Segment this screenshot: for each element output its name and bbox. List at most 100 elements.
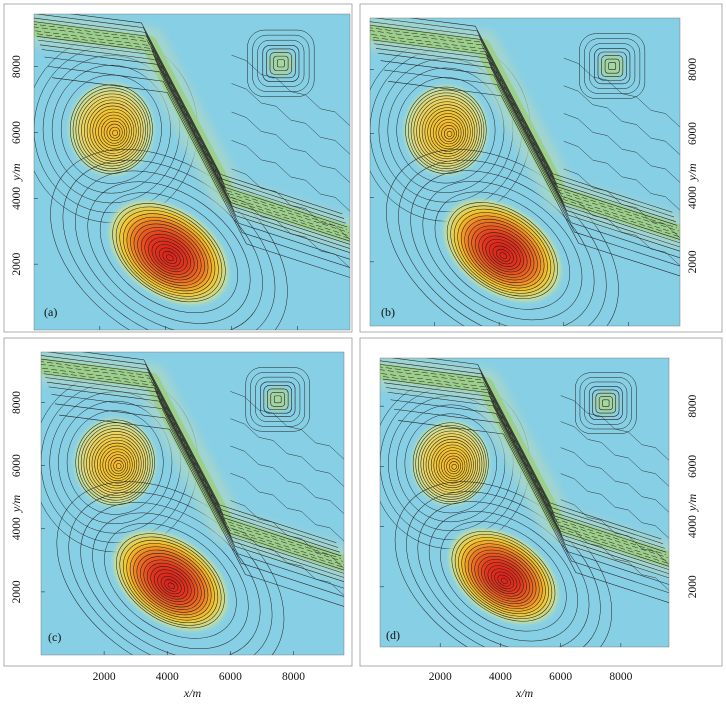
x-axis-right: 2000 4000 6000 8000 x/m: [429, 671, 633, 700]
contour-line: [81, 96, 144, 164]
contour-line: [430, 441, 474, 489]
y-tick-label: 2000: [687, 575, 699, 598]
red-peak-fill: [438, 195, 566, 306]
contour-line: [489, 242, 518, 267]
contour-line: [497, 574, 511, 587]
contour-line: [231, 83, 350, 155]
contour-map: [41, 352, 344, 655]
contour-line: [408, 89, 485, 172]
contour-line: [72, 87, 151, 172]
contour-line: [155, 244, 185, 270]
band-contour: [370, 30, 679, 232]
contour-line: [451, 530, 556, 622]
contour-line: [103, 120, 125, 144]
contour-line: [78, 422, 153, 503]
red-peak-fill: [108, 526, 233, 636]
plot-border: [40, 351, 345, 656]
contour-line: [428, 511, 578, 642]
band-contour: [380, 364, 667, 553]
band-contour: [393, 408, 669, 594]
x-axis-label: x/m: [183, 686, 202, 700]
contour-line: [471, 225, 535, 281]
panel-d: (d): [359, 337, 723, 667]
band-contour: [375, 48, 680, 248]
y-axis-right-bottom: 2000 4000 6000 8000 y/m: [685, 394, 699, 598]
contour-line: [410, 170, 595, 326]
contour-line: [387, 67, 505, 193]
contour-line: [410, 92, 482, 169]
contour-line: [604, 58, 620, 74]
contour-line: [99, 192, 239, 313]
contour-line: [230, 391, 344, 460]
plot-border: [379, 357, 670, 648]
band-contour: [41, 49, 350, 254]
band-contour: [398, 420, 669, 603]
band-contour: [371, 34, 680, 235]
x-tick-label: 2000: [93, 671, 116, 683]
contour-line: [91, 436, 142, 491]
contour-line: [266, 48, 296, 79]
y-axis-left-top: 2000 4000 6000 8000 y/m: [9, 55, 23, 276]
panel-frame: [359, 3, 723, 333]
contour-line: [589, 43, 636, 89]
contour-line: [94, 439, 140, 489]
band-contour: [48, 386, 344, 582]
contour-map: [380, 358, 669, 647]
contour-line: [83, 428, 149, 499]
contour-line: [478, 232, 528, 275]
panel-frame: [3, 3, 353, 333]
contour-line: [100, 117, 128, 147]
square-peak-fill: [589, 386, 623, 420]
band-contour: [69, 14, 343, 215]
x-tick-label: 8000: [282, 671, 305, 683]
contour-line: [273, 395, 282, 404]
contour-line: [144, 233, 195, 278]
contour-line: [158, 247, 181, 267]
contour-line: [428, 439, 476, 491]
contour-line: [446, 202, 558, 300]
contour-line: [130, 220, 209, 289]
band-contour: [383, 69, 680, 267]
y-axis-label: y/m: [9, 495, 23, 514]
band-contour: [34, 17, 346, 224]
contour-line: [119, 536, 222, 626]
yellow-peak-fill: [69, 413, 161, 512]
band-contour: [374, 43, 680, 244]
contour-line: [420, 430, 483, 498]
contour-line: [75, 419, 155, 506]
x-axis-left: 2000 4000 6000 8000 x/m: [93, 671, 306, 700]
y-tick-label: 8000: [11, 391, 23, 414]
contour-line: [464, 218, 541, 286]
contour-line: [560, 395, 669, 461]
contour-line: [500, 577, 508, 585]
contour-line: [588, 386, 623, 421]
contour-line: [595, 392, 617, 414]
contour-line: [167, 582, 175, 589]
band-contour: [44, 56, 350, 260]
contour-line: [129, 546, 212, 618]
y-axis-label: y/m: [685, 494, 699, 513]
band-contour: [380, 369, 668, 558]
y-tick-label: 6000: [687, 122, 699, 145]
band-contour: [388, 81, 680, 277]
x-tick-label: 2000: [429, 671, 452, 683]
band-contour: [425, 358, 662, 540]
contour-line: [494, 571, 515, 590]
panel-a: (a): [3, 3, 353, 333]
contour-line: [148, 237, 191, 275]
band-contour: [41, 358, 342, 557]
contour-line: [560, 421, 669, 487]
y-tick-label: 4000: [687, 515, 699, 538]
contour-line: [432, 116, 464, 150]
contour-map: [370, 18, 680, 326]
contour-line: [492, 245, 514, 265]
contour-line: [104, 522, 237, 639]
panel-c: (c): [3, 337, 353, 667]
contour-line: [433, 444, 472, 486]
contour-line: [230, 418, 344, 487]
contour-line: [157, 572, 185, 597]
y-axis-label: y/m: [685, 163, 699, 182]
contour-line: [136, 553, 205, 613]
contour-line: [231, 54, 350, 127]
contour-line: [438, 122, 460, 145]
